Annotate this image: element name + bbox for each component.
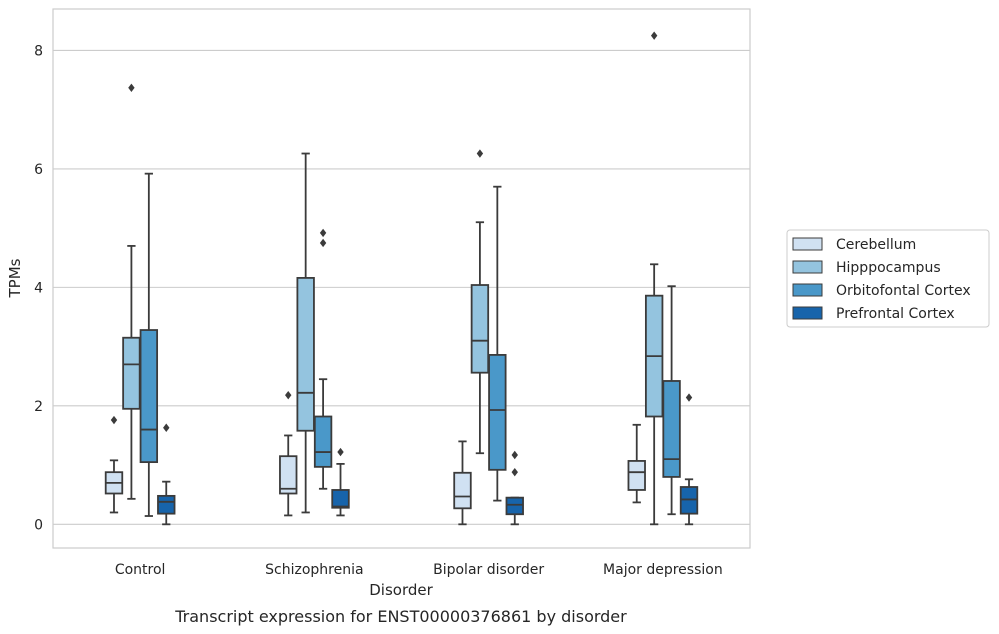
outlier-point [163,423,170,432]
legend-swatch [792,237,823,251]
box [505,496,524,516]
y-axis-ticks: 0 2 4 6 8 [34,43,43,533]
legend-swatch [792,283,823,297]
box [331,489,350,509]
legend-swatch [792,306,823,320]
outlier-point [285,390,292,400]
legend-label: Prefrontal Cortex [836,306,955,322]
outlier-point [476,149,484,158]
x-axis-label: Disorder [369,581,433,599]
outlier-point [128,83,135,92]
x-tick-label: Schizophrenia [265,562,363,578]
legend-label: Hipppocampus [836,260,941,276]
box [662,380,681,478]
box-series [104,31,699,526]
legend: Cerebellum Hipppocampus Orbitofontal Corte… [786,229,990,328]
box [488,354,507,471]
box [279,455,298,495]
box [157,494,176,515]
outlier-point [337,447,344,457]
x-tick-label: Control [115,562,166,578]
box [296,277,315,432]
legend-label: Orbitofontal Cortex [836,283,971,299]
outlier-point [319,238,327,248]
box [453,471,472,510]
y-tick-label: 4 [34,280,43,296]
y-tick-label: 8 [34,43,43,59]
legend-label: Cerebellum [836,237,916,253]
box [313,415,333,468]
outlier-point [511,467,518,477]
box [139,329,159,464]
outlier-point [650,31,658,40]
legend-frame [786,229,990,328]
box [470,284,490,374]
x-tick-label: Bipolar disorder [433,562,544,578]
x-axis-ticks: Control Schizophrenia Bipolar disorder Majo… [115,562,723,578]
y-tick-label: 6 [34,162,43,178]
x-tick-label: Major depression [603,562,723,578]
chart-title: Transcript expression for ENST0000037686… [174,607,627,626]
box [627,460,646,491]
outlier-point [319,228,327,238]
y-axis-label: TPMs [6,258,24,298]
plot-area-frame [52,8,751,549]
legend-swatch [792,260,823,274]
grid-lines [53,49,750,525]
y-tick-label: 0 [34,517,43,533]
outlier-point [511,450,518,460]
y-tick-label: 2 [34,399,43,415]
outlier-point [110,415,118,425]
box [122,336,141,410]
outlier-point [685,393,693,402]
